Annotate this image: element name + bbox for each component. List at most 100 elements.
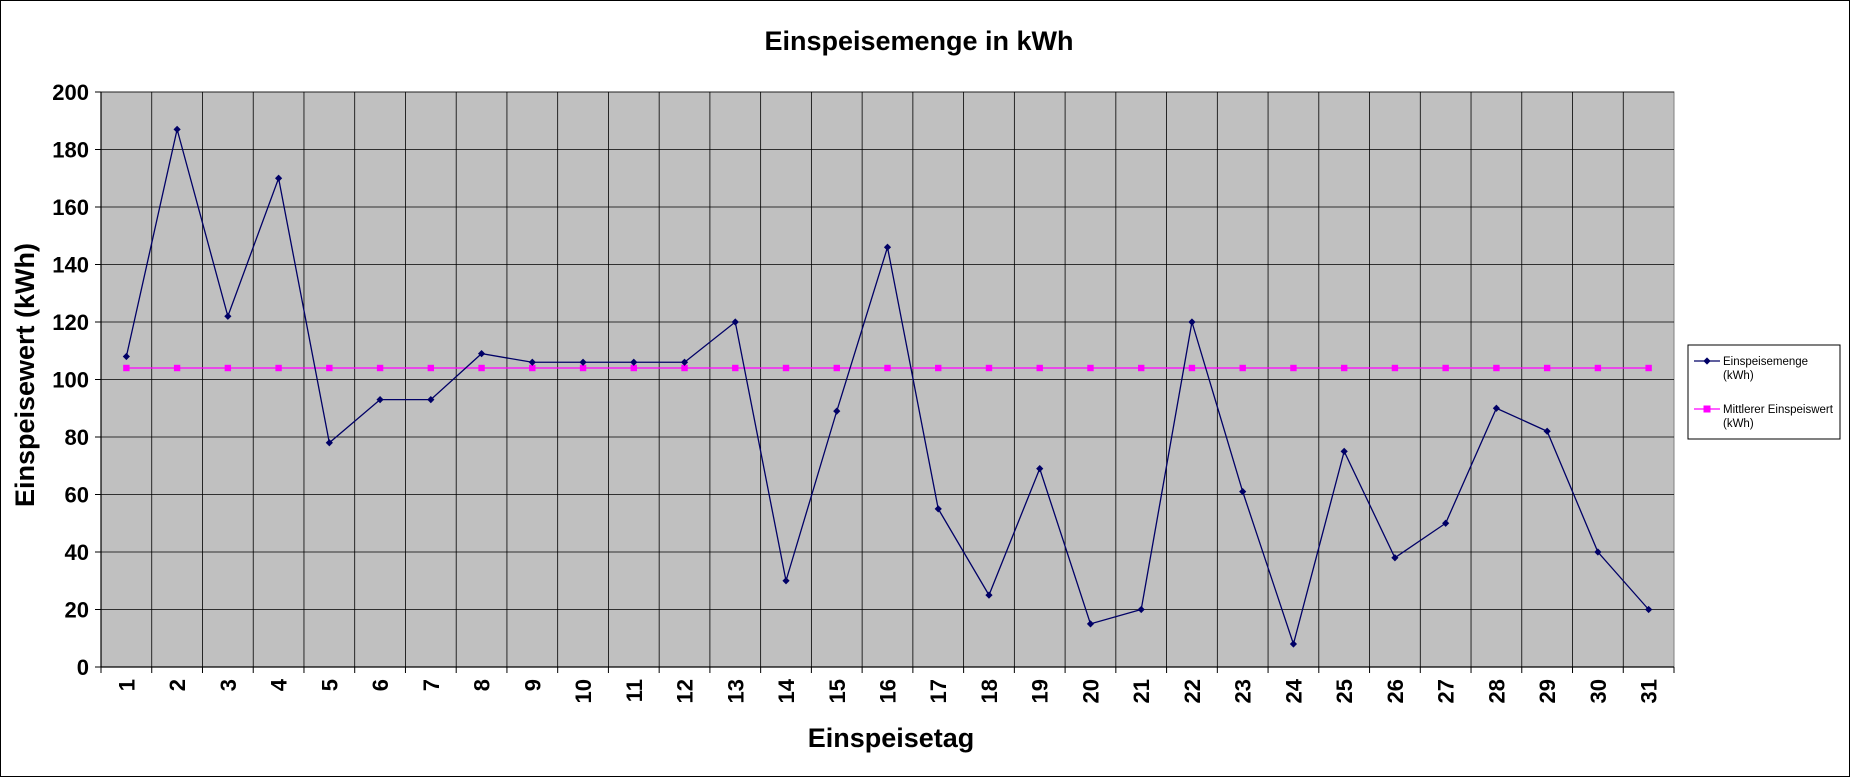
data-point: [123, 364, 130, 372]
data-point: [477, 350, 486, 358]
data-point: [173, 125, 181, 133]
x-tick-label: 8: [470, 679, 495, 691]
data-point: [1340, 447, 1348, 455]
data-point: [579, 364, 587, 372]
y-axis-title: Einspeisewert (kWh): [10, 243, 40, 507]
y-tick-label: 160: [52, 195, 89, 220]
x-tick-label: 19: [1028, 679, 1053, 703]
legend-label-einspeisemenge: Einspeisemenge: [1723, 356, 1808, 368]
data-point: [935, 364, 942, 372]
data-point: [1442, 364, 1449, 372]
data-point: [579, 358, 587, 366]
y-tick-label: 180: [52, 138, 89, 163]
data-point: [1036, 364, 1043, 372]
data-point: [1493, 364, 1500, 372]
x-tick-label: 28: [1484, 679, 1509, 703]
legend-marker-diamond: [1703, 357, 1711, 365]
y-tick-label: 100: [52, 368, 89, 393]
data-point: [1086, 620, 1095, 628]
x-tick-label: 14: [774, 678, 799, 703]
legend: Einspeisemenge (kWh) Mittlerer Einspeisw…: [1687, 344, 1841, 440]
y-tick-label: 0: [77, 655, 89, 680]
data-point: [376, 396, 384, 404]
data-point: [1594, 364, 1602, 372]
x-tick-label: 15: [825, 679, 850, 703]
data-point: [731, 318, 739, 326]
data-point: [1391, 364, 1399, 372]
data-point: [782, 577, 790, 585]
x-tick-label: 12: [673, 679, 698, 703]
x-tick-label: 2: [165, 679, 190, 691]
plot-area: [100, 91, 1675, 668]
data-point: [630, 358, 638, 366]
data-point: [985, 364, 993, 372]
legend-label-mittlerer-einspeiswert-unit: (kWh): [1723, 418, 1754, 430]
data-point: [1137, 605, 1145, 614]
data-point: [833, 407, 841, 415]
x-tick-label: 17: [926, 679, 951, 703]
data-point: [985, 591, 993, 599]
data-point: [833, 364, 840, 372]
legend-label-mittlerer-einspeiswert: Mittlerer Einspeiswert: [1723, 404, 1834, 416]
data-point: [1036, 465, 1044, 473]
x-tick-label: 18: [977, 679, 1002, 703]
legend-entry-einspeisemenge: Einspeisemenge (kWh): [1694, 356, 1808, 382]
data-point: [1594, 548, 1602, 556]
x-tick-label: 11: [622, 679, 647, 702]
y-tick-label: 200: [52, 80, 89, 105]
data-point: [884, 364, 891, 372]
y-tick-label: 80: [65, 425, 89, 450]
data-point: [782, 364, 790, 372]
data-point: [883, 243, 892, 251]
x-tick-label: 27: [1434, 679, 1459, 703]
data-point: [224, 364, 232, 372]
x-tick-label: 9: [520, 679, 545, 691]
x-tick-label: 30: [1586, 679, 1611, 703]
x-tick-label: 22: [1180, 679, 1205, 703]
data-point: [1391, 554, 1399, 562]
x-tick-label: 6: [368, 679, 393, 691]
data-point: [1290, 364, 1297, 372]
data-point: [1645, 605, 1653, 614]
data-point: [427, 364, 435, 372]
data-point: [1138, 364, 1145, 372]
data-point: [478, 364, 485, 372]
y-tick-label: 120: [52, 310, 89, 335]
y-tick-label: 140: [52, 253, 89, 278]
x-tick-label: 21: [1129, 679, 1154, 703]
data-point: [1188, 318, 1196, 326]
x-tick-label: 1: [114, 679, 139, 691]
data-point: [732, 364, 739, 372]
data-point: [173, 364, 181, 372]
x-tick-label: 31: [1637, 679, 1662, 703]
data-point: [1289, 640, 1298, 648]
legend-marker-square: [1703, 405, 1711, 413]
data-point: [122, 352, 130, 361]
x-tick-label: 4: [267, 678, 292, 691]
data-point: [680, 358, 689, 366]
data-point: [224, 312, 232, 320]
x-tick-label: 24: [1281, 678, 1306, 703]
data-point: [934, 505, 942, 513]
data-point: [1340, 364, 1348, 372]
x-tick-label: 20: [1078, 679, 1103, 703]
data-point: [681, 364, 688, 372]
data-point: [326, 364, 333, 372]
data-point: [1543, 427, 1551, 435]
x-tick-label: 23: [1231, 679, 1256, 703]
x-tick-label: 10: [571, 679, 596, 703]
x-tick-label: 13: [723, 679, 748, 703]
x-tick-label: 5: [317, 679, 342, 691]
data-point: [1239, 364, 1246, 372]
y-tick-label: 40: [65, 540, 89, 565]
data-point: [1543, 364, 1551, 372]
data-point: [630, 364, 637, 372]
y-axis-ticks: 0 20 40 60 80 100 120 140 160 180 200: [52, 80, 101, 680]
data-point: [529, 364, 536, 372]
x-tick-label: 7: [419, 679, 444, 691]
data-point: [376, 364, 384, 372]
data-point: [1239, 488, 1247, 496]
data-point: [1442, 519, 1450, 527]
